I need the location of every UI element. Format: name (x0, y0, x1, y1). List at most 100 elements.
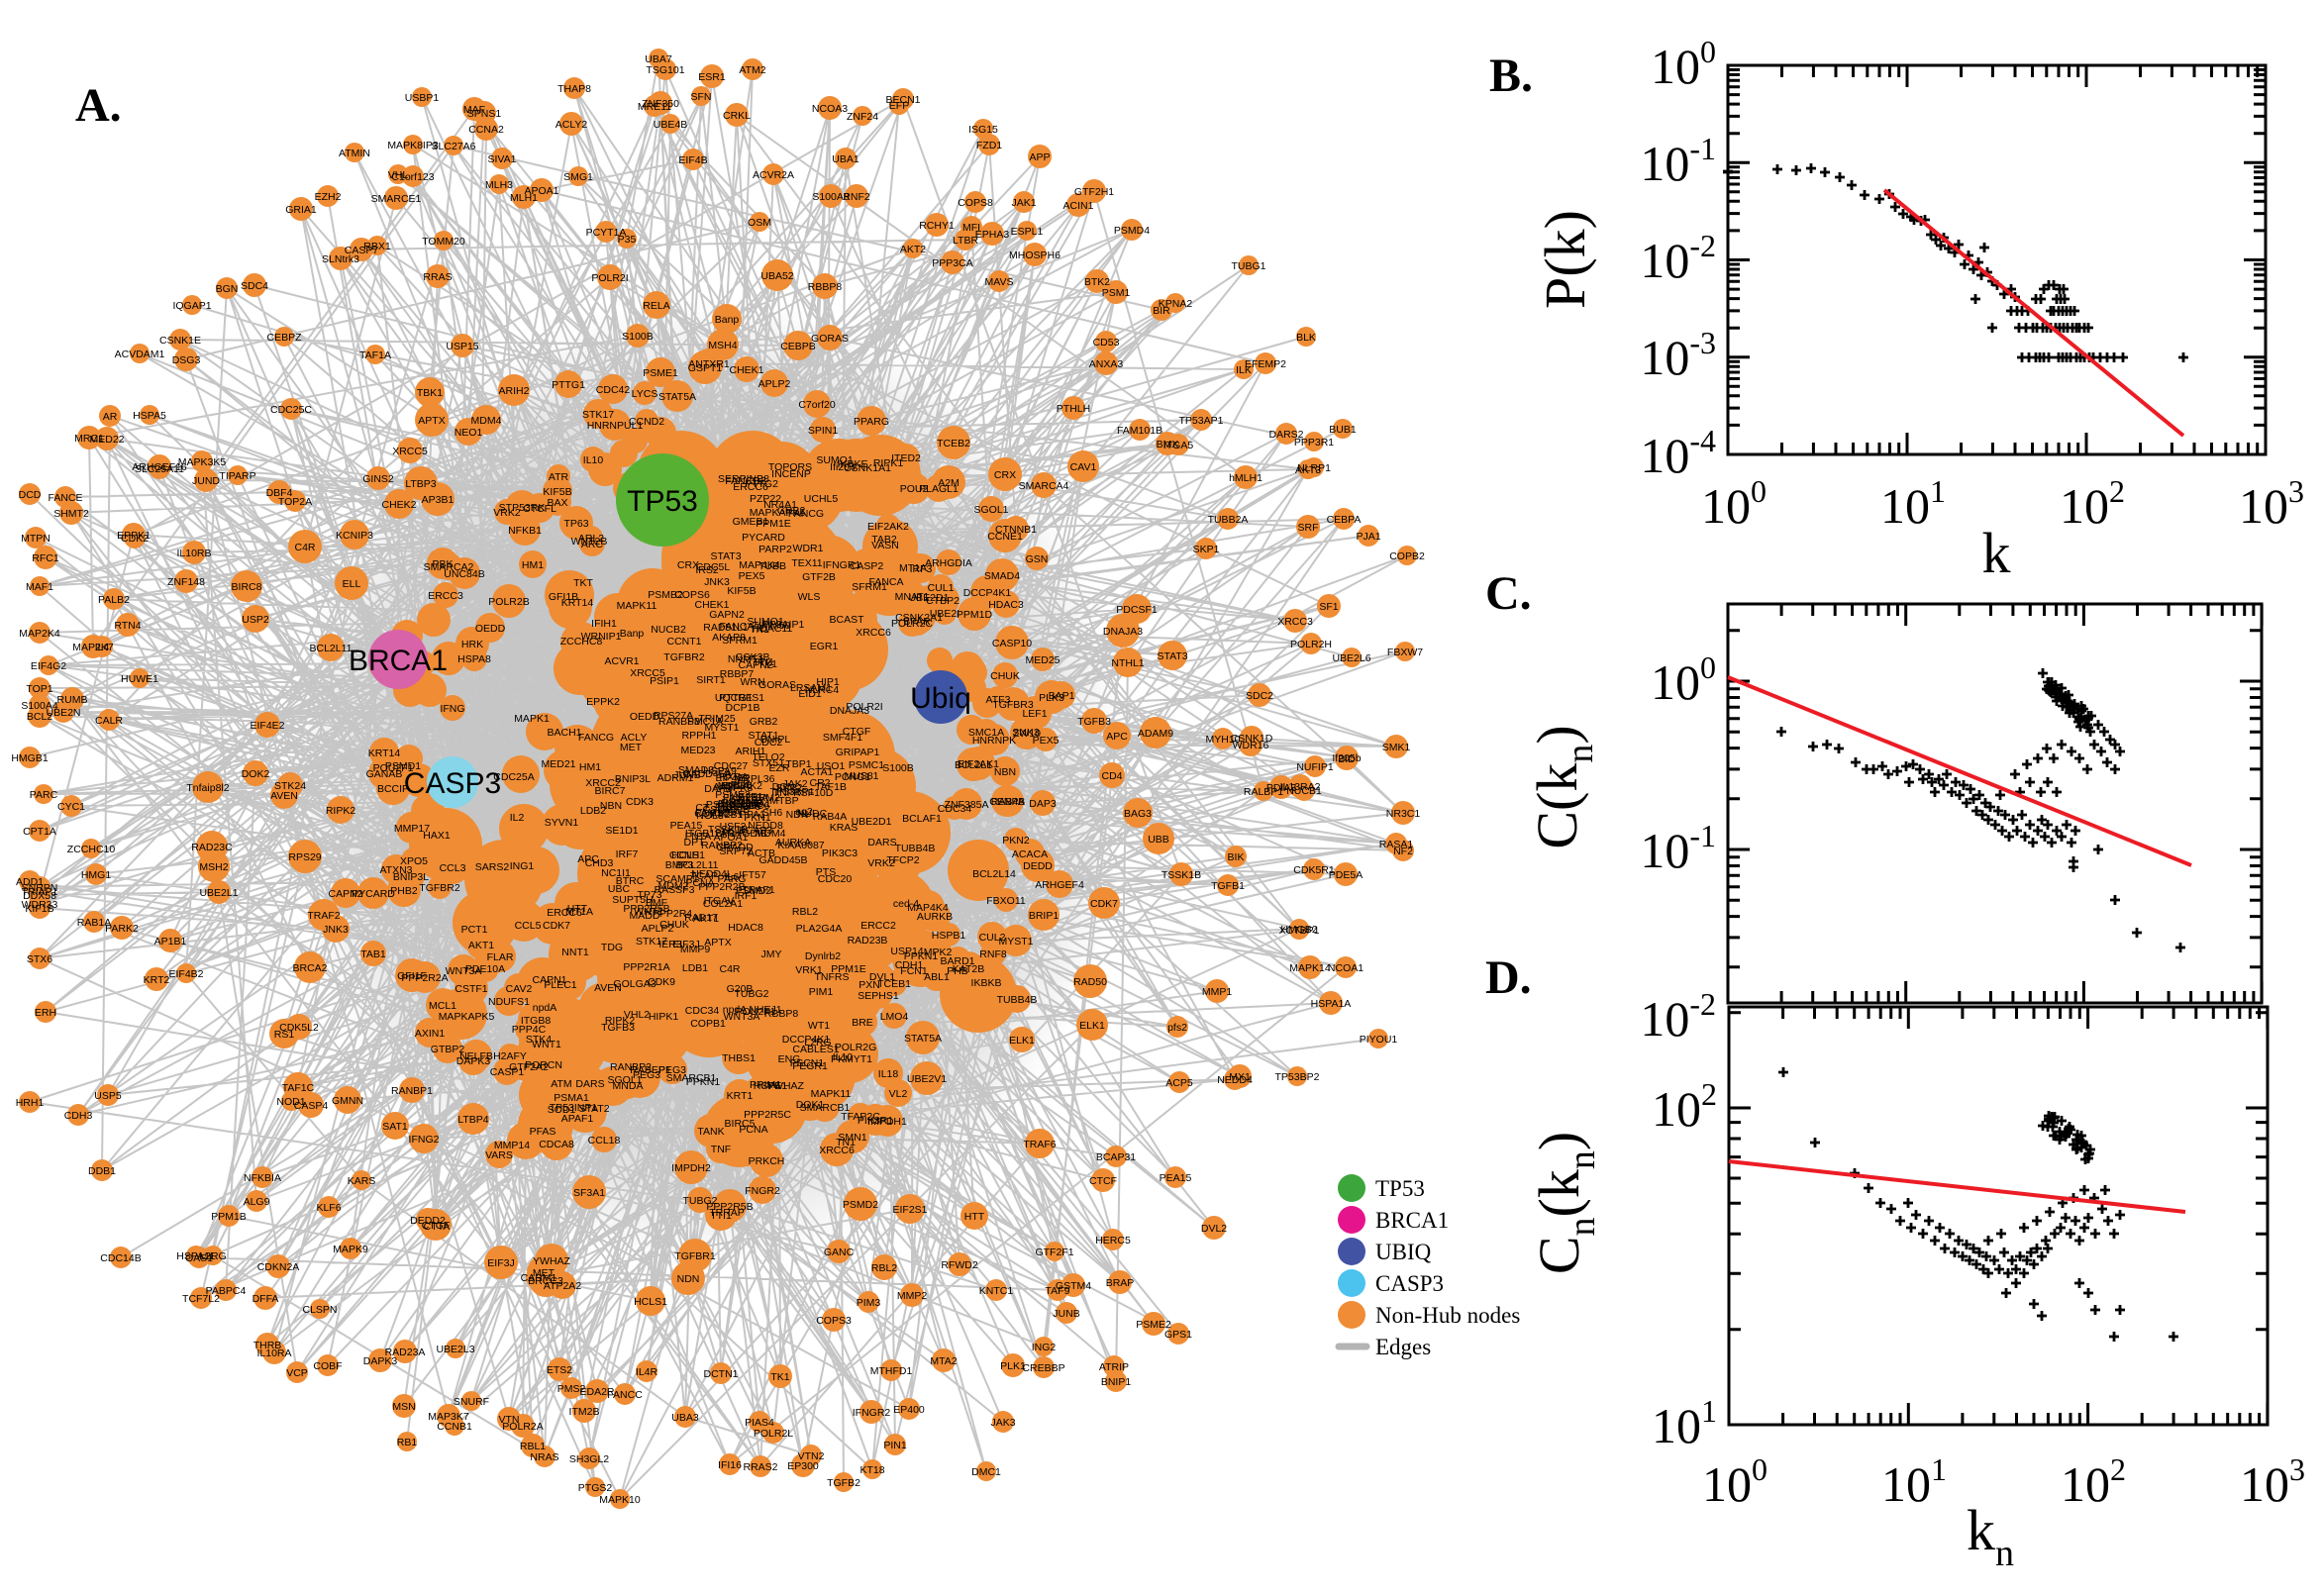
svg-text:RIPK1: RIPK1 (873, 457, 904, 469)
svg-text:POLR2B: POLR2B (488, 596, 529, 608)
svg-text:HCLS1: HCLS1 (634, 1296, 667, 1308)
svg-text:MT1A: MT1A (565, 906, 593, 918)
svg-text:MYH10: MYH10 (1205, 734, 1240, 746)
svg-text:SAT1: SAT1 (382, 1121, 408, 1133)
svg-text:EIF2AK2: EIF2AK2 (721, 780, 762, 792)
svg-text:ZCCHC8: ZCCHC8 (560, 636, 603, 648)
svg-text:CYC1: CYC1 (57, 801, 85, 813)
svg-text:KRT1: KRT1 (727, 1090, 754, 1102)
svg-text:GORAS: GORAS (758, 679, 796, 691)
svg-text:PSMC1: PSMC1 (849, 759, 884, 771)
svg-text:CASP2: CASP2 (850, 560, 884, 572)
svg-text:ACVR1: ACVR1 (604, 655, 639, 667)
svg-text:S100A4: S100A4 (21, 700, 58, 712)
svg-text:TGFBR1: TGFBR1 (674, 1250, 716, 1262)
svg-text:MAP2K4: MAP2K4 (19, 628, 60, 640)
svg-text:PARC: PARC (30, 789, 58, 801)
svg-text:NEDD8: NEDD8 (748, 820, 783, 832)
svg-text:UCHL5: UCHL5 (804, 493, 839, 505)
svg-text:GAPN2: GAPN2 (709, 609, 745, 621)
svg-text:NUFIP1: NUFIP1 (1296, 761, 1334, 773)
svg-text:NHEJ1: NHEJ1 (749, 1004, 781, 1016)
svg-text:COPS6: COPS6 (674, 589, 710, 601)
svg-text:ZW10: ZW10 (1013, 728, 1041, 740)
svg-text:BIRC8: BIRC8 (232, 581, 262, 593)
svg-text:STAT3: STAT3 (710, 550, 741, 562)
svg-text:ACVR2A: ACVR2A (753, 169, 794, 181)
svg-text:HDAC3: HDAC3 (988, 599, 1024, 611)
svg-text:PKN2: PKN2 (1002, 835, 1030, 847)
svg-text:CUL1: CUL1 (928, 582, 955, 594)
svg-text:SFRM1: SFRM1 (852, 581, 887, 593)
svg-text:CASP1: CASP1 (490, 1066, 525, 1078)
svg-text:CCNE1: CCNE1 (987, 531, 1023, 543)
svg-text:S100A8: S100A8 (812, 191, 850, 203)
svg-text:ITGAV: ITGAV (704, 895, 735, 907)
svg-text:RANBP3: RANBP3 (658, 716, 700, 728)
svg-text:SCAMP1: SCAMP1 (656, 873, 698, 885)
svg-text:PDE10A: PDE10A (465, 963, 505, 975)
svg-text:CDC5L: CDC5L (696, 561, 731, 573)
svg-text:PPP2R2B: PPP2R2B (698, 881, 745, 893)
svg-text:ENG: ENG (778, 1053, 801, 1065)
svg-text:KNTC1: KNTC1 (979, 1285, 1014, 1297)
svg-text:CCL18: CCL18 (588, 1135, 621, 1147)
svg-text:TK1: TK1 (770, 1371, 789, 1383)
svg-text:PLK1: PLK1 (1000, 1360, 1026, 1372)
svg-text:RIPK2: RIPK2 (326, 805, 356, 817)
svg-text:TKT: TKT (573, 577, 593, 589)
svg-text:XCTBP1: XCTBP1 (1279, 925, 1320, 937)
svg-text:SLC27A6: SLC27A6 (432, 141, 476, 152)
svg-text:HNRNPUL1: HNRNPUL1 (587, 420, 644, 432)
svg-text:MAP4K4: MAP4K4 (739, 559, 780, 571)
svg-text:SDC2: SDC2 (1246, 690, 1273, 702)
svg-text:CARM1: CARM1 (521, 1272, 557, 1284)
svg-text:RPS27A: RPS27A (654, 710, 693, 722)
svg-text:IFNGR2: IFNGR2 (853, 1407, 891, 1419)
svg-text:ITGB8: ITGB8 (521, 1015, 552, 1027)
svg-text:NEDD4L: NEDD4L (691, 868, 733, 880)
svg-text:MAPKAPK5: MAPKAPK5 (439, 1011, 495, 1023)
svg-text:FBXW7: FBXW7 (1387, 647, 1423, 658)
svg-text:TNFRSF10D: TNFRSF10D (773, 787, 834, 799)
svg-text:LRSAM1: LRSAM1 (790, 682, 832, 694)
svg-text:SMARCB1: SMARCB1 (666, 1072, 717, 1084)
svg-text:RPPH1: RPPH1 (681, 730, 716, 742)
svg-text:ACTA1: ACTA1 (800, 766, 833, 778)
svg-text:WNT3A: WNT3A (724, 1011, 760, 1023)
svg-text:ERH: ERH (35, 1007, 56, 1019)
svg-text:RASA1: RASA1 (1379, 839, 1414, 850)
svg-text:THBS1: THBS1 (722, 1052, 756, 1064)
svg-text:TRIM25: TRIM25 (698, 713, 736, 725)
svg-text:FNGR2: FNGR2 (745, 1185, 780, 1197)
svg-text:TRRAP: TRRAP (709, 1207, 745, 1219)
svg-text:XRCC3: XRCC3 (1277, 616, 1313, 628)
svg-text:WNT1: WNT1 (634, 906, 663, 918)
svg-text:NELFB: NELFB (459, 1050, 493, 1062)
svg-text:HRH1: HRH1 (16, 1097, 45, 1109)
svg-text:TCF7L2: TCF7L2 (182, 1293, 220, 1305)
svg-text:TRIAP1: TRIAP1 (22, 886, 58, 898)
svg-text:MED21: MED21 (541, 758, 575, 770)
svg-text:BCAP31: BCAP31 (1096, 1151, 1136, 1163)
svg-text:P(k): P(k) (1533, 210, 1597, 309)
svg-text:XRCC5: XRCC5 (630, 667, 665, 679)
svg-text:XRCC6: XRCC6 (856, 627, 891, 639)
svg-text:101: 101 (1881, 1451, 1947, 1512)
svg-text:SH3GL2: SH3GL2 (569, 1453, 609, 1465)
svg-text:LRP6: LRP6 (735, 801, 760, 813)
svg-text:DCD: DCD (19, 489, 42, 501)
svg-text:YWHAZ: YWHAZ (766, 1080, 805, 1092)
svg-text:100: 100 (1702, 1451, 1768, 1512)
svg-text:CTTA: CTTA (424, 1221, 451, 1233)
svg-text:NFKB1: NFKB1 (508, 525, 542, 537)
svg-text:UBE2D1: UBE2D1 (909, 592, 950, 604)
svg-text:EIF4E2: EIF4E2 (715, 772, 750, 784)
svg-text:NDN: NDN (677, 1273, 700, 1285)
svg-text:CTGF: CTGF (843, 726, 871, 738)
svg-text:MHOSPH6: MHOSPH6 (1009, 249, 1060, 261)
svg-text:CHEK1: CHEK1 (694, 599, 729, 611)
svg-text:STK17: STK17 (582, 409, 614, 421)
svg-text:UBE4B: UBE4B (654, 119, 687, 131)
svg-text:CDC25C: CDC25C (270, 404, 312, 416)
